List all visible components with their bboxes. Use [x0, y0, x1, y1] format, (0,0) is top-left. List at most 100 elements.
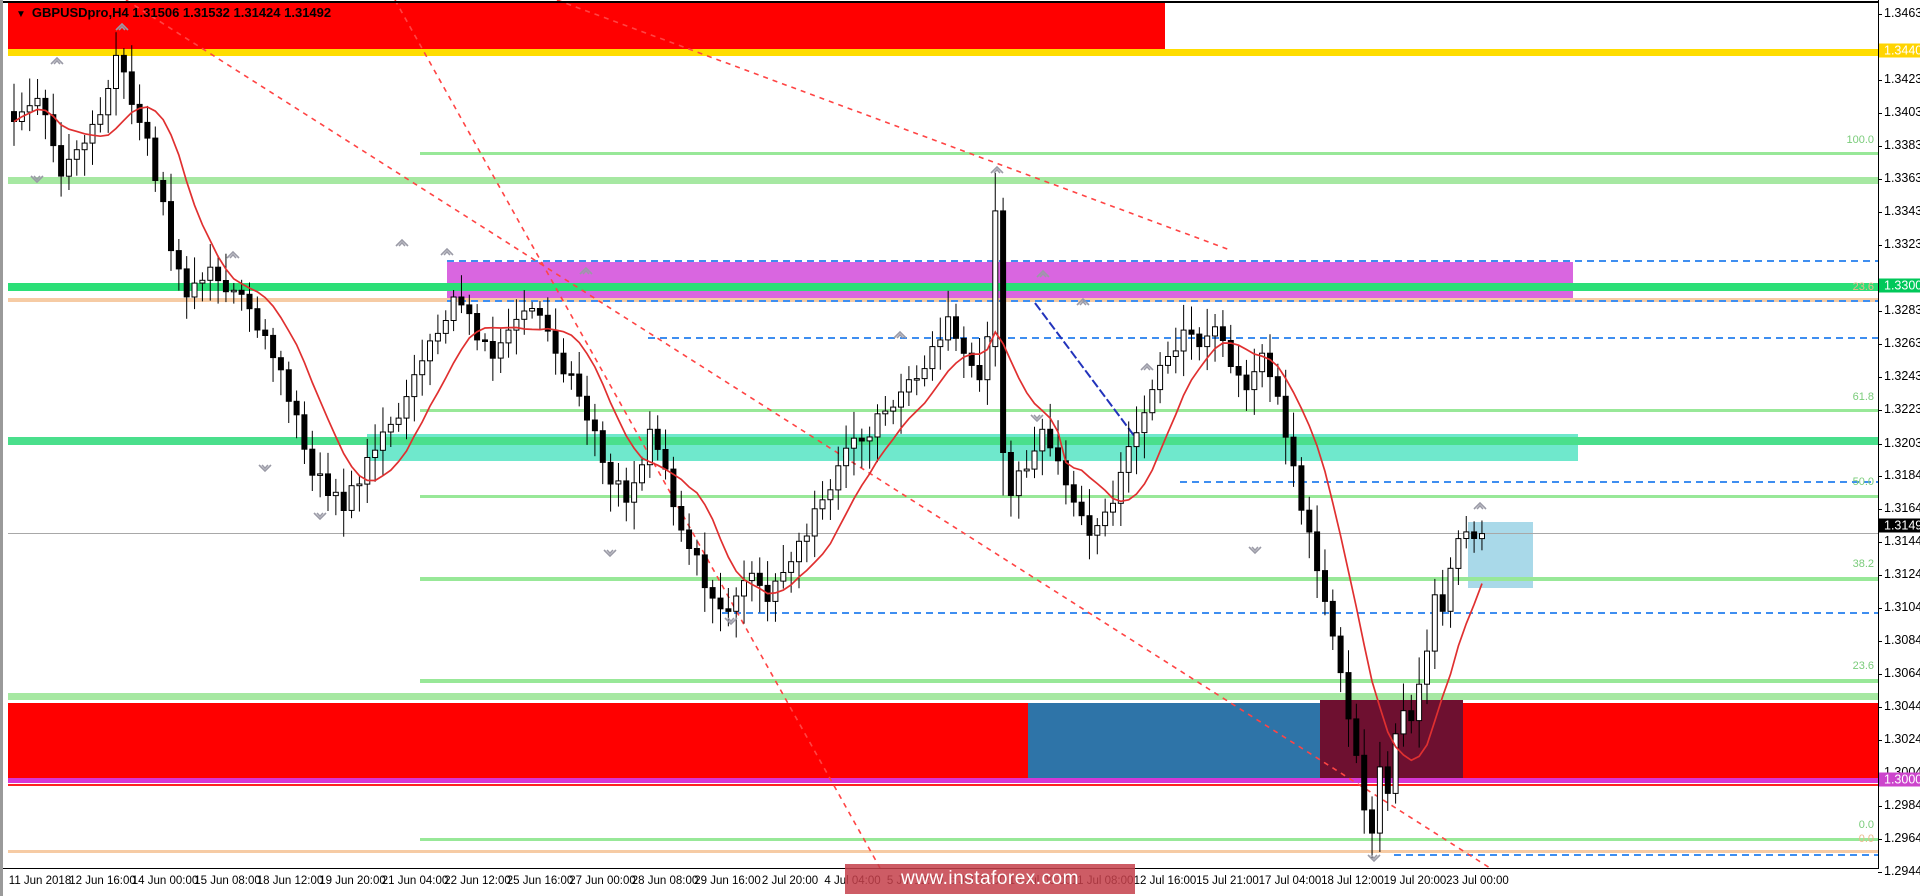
date-tick-label: 14 Jun 00:00	[131, 875, 199, 887]
peach-1.29620	[8, 850, 1878, 853]
date-tick-label: 12 Jul 16:00	[1133, 875, 1197, 887]
green-1.33630	[8, 177, 1878, 184]
price-level-label-1.34400: 1.34400	[1879, 43, 1920, 58]
fib-percent-label: 38.2	[1852, 558, 1874, 570]
price-tick-label: 1.29645	[1884, 831, 1920, 845]
candlesticks[interactable]	[11, 32, 1485, 860]
date-tick-label: 2 Jul 20:00	[761, 875, 819, 887]
price-tick-label: 1.31240	[1884, 567, 1920, 581]
date-tick-label: 11 Jun 2018	[8, 875, 72, 887]
fib-percent-label: 100.0	[1846, 134, 1874, 146]
yellow-1.34400	[8, 49, 1878, 56]
fib-percent-label: 61.8	[1852, 391, 1874, 403]
price-tick-label: 1.33235	[1884, 237, 1920, 251]
date-tick-label: 22 Jun 12:00	[444, 875, 511, 887]
fib-23.6-line	[420, 679, 1878, 683]
price-tick-mark	[1878, 245, 1882, 246]
date-tick-label: 28 Jun 08:00	[631, 875, 699, 887]
fib-61.8-line	[420, 409, 1878, 412]
price-chart-canvas[interactable]	[0, 0, 1878, 869]
date-tick-label: 19 Jul 20:00	[1383, 875, 1447, 887]
price-tick-mark	[1878, 179, 1882, 180]
chart-dropdown-icon[interactable]: ▼	[16, 9, 26, 20]
price-tick-label: 1.34630	[1884, 6, 1920, 20]
date-tick-label: 18 Jul 12:00	[1321, 875, 1384, 887]
price-level-label-1.31492: 1.31492	[1879, 518, 1920, 533]
date-tick-label: 29 Jun 16:00	[694, 875, 761, 887]
date-tick-label: 18 Jun 12:00	[256, 875, 324, 887]
price-tick-label: 1.31040	[1884, 600, 1920, 614]
date-tick-label: 27 Jun 00:00	[569, 875, 636, 887]
price-tick-label: 1.29445	[1884, 864, 1920, 878]
price-tick-label: 1.29845	[1884, 798, 1920, 812]
price-tick-label: 1.34030	[1884, 105, 1920, 119]
price-tick-mark	[1878, 707, 1882, 708]
price-tick-mark	[1878, 674, 1882, 675]
price-level-label-1.33000: 1.33000	[1879, 278, 1920, 293]
price-tick-label: 1.32435	[1884, 369, 1920, 383]
date-tick-label: 23 Jul 00:00	[1446, 875, 1509, 887]
price-tick-mark	[1878, 476, 1882, 477]
price-tick-mark	[1878, 80, 1882, 81]
price-tick-label: 1.30840	[1884, 633, 1920, 647]
symbol-title: ▼ GBPUSDpro,H4 1.31506 1.31532 1.31424 1.…	[16, 5, 331, 20]
price-tick-mark	[1878, 146, 1882, 147]
price-tick-label: 1.32835	[1884, 303, 1920, 317]
red-1.29975	[8, 784, 1878, 786]
price-tick-label: 1.31640	[1884, 501, 1920, 515]
green-1.30500	[8, 693, 1878, 700]
price-tick-label: 1.30640	[1884, 666, 1920, 680]
fib-percent-label: 23.6	[1852, 660, 1874, 672]
price-tick-mark	[1878, 212, 1882, 213]
price-tick-mark	[1878, 14, 1882, 15]
price-tick-mark	[1878, 806, 1882, 807]
price-tick-label: 1.34230	[1884, 72, 1920, 86]
price-tick-label: 1.30440	[1884, 699, 1920, 713]
blue-trend-segment	[1034, 302, 1136, 438]
price-tick-mark	[1878, 344, 1882, 345]
moving-average-line	[13, 106, 1483, 762]
fib-percent-label: 50.0	[1852, 476, 1874, 488]
fib-percent-label: 0.0	[1858, 833, 1874, 845]
green-1.32035	[8, 437, 1878, 445]
price-tick-mark	[1878, 575, 1882, 576]
price-tick-mark	[1878, 311, 1882, 312]
price-tick-mark	[1878, 542, 1882, 543]
date-tick-label: 12 Jun 16:00	[69, 875, 136, 887]
price-tick-mark	[1878, 377, 1882, 378]
price-tick-mark	[1878, 641, 1882, 642]
bottom-red-zone-left	[8, 703, 1028, 779]
date-tick-label: 15 Jun 08:00	[194, 875, 261, 887]
price-tick-mark	[1878, 410, 1882, 411]
fractal-arrows	[30, 22, 1487, 863]
violet-zone	[447, 262, 1573, 302]
price-tick-mark	[1878, 444, 1882, 445]
fib-38.2-line	[420, 577, 1878, 581]
magenta-1.30000	[8, 778, 1878, 783]
price-tick-label: 1.32035	[1884, 436, 1920, 450]
green-1.33000	[8, 283, 1878, 291]
price-tick-label: 1.30240	[1884, 732, 1920, 746]
fib-0-line	[420, 838, 1878, 841]
price-tick-label: 1.31840	[1884, 468, 1920, 482]
date-tick-label: 19 Jun 20:00	[319, 875, 386, 887]
price-tick-mark	[1878, 740, 1882, 741]
price-tick-mark	[1878, 872, 1882, 873]
watermark-text: www.instaforex.com	[901, 868, 1079, 889]
bottom-blue-zone	[1028, 703, 1320, 779]
price-tick-label: 1.32235	[1884, 402, 1920, 416]
date-tick-label: 17 Jul 04:00	[1258, 875, 1322, 887]
bottom-red-zone-right	[1463, 703, 1878, 779]
price-tick-label: 1.33830	[1884, 138, 1920, 152]
price-axis-line	[1878, 0, 1879, 869]
chart-top-border	[3, 1, 1879, 3]
price-tick-mark	[1878, 839, 1882, 840]
instaforex-watermark: www.instaforex.com	[845, 864, 1135, 894]
price-tick-label: 1.33635	[1884, 171, 1920, 185]
price-tick-mark	[1878, 608, 1882, 609]
fib-percent-label: 23.6	[1852, 281, 1874, 293]
price-tick-label: 1.32635	[1884, 336, 1920, 350]
price-tick-mark	[1878, 113, 1882, 114]
fib-50-line	[420, 495, 1878, 498]
